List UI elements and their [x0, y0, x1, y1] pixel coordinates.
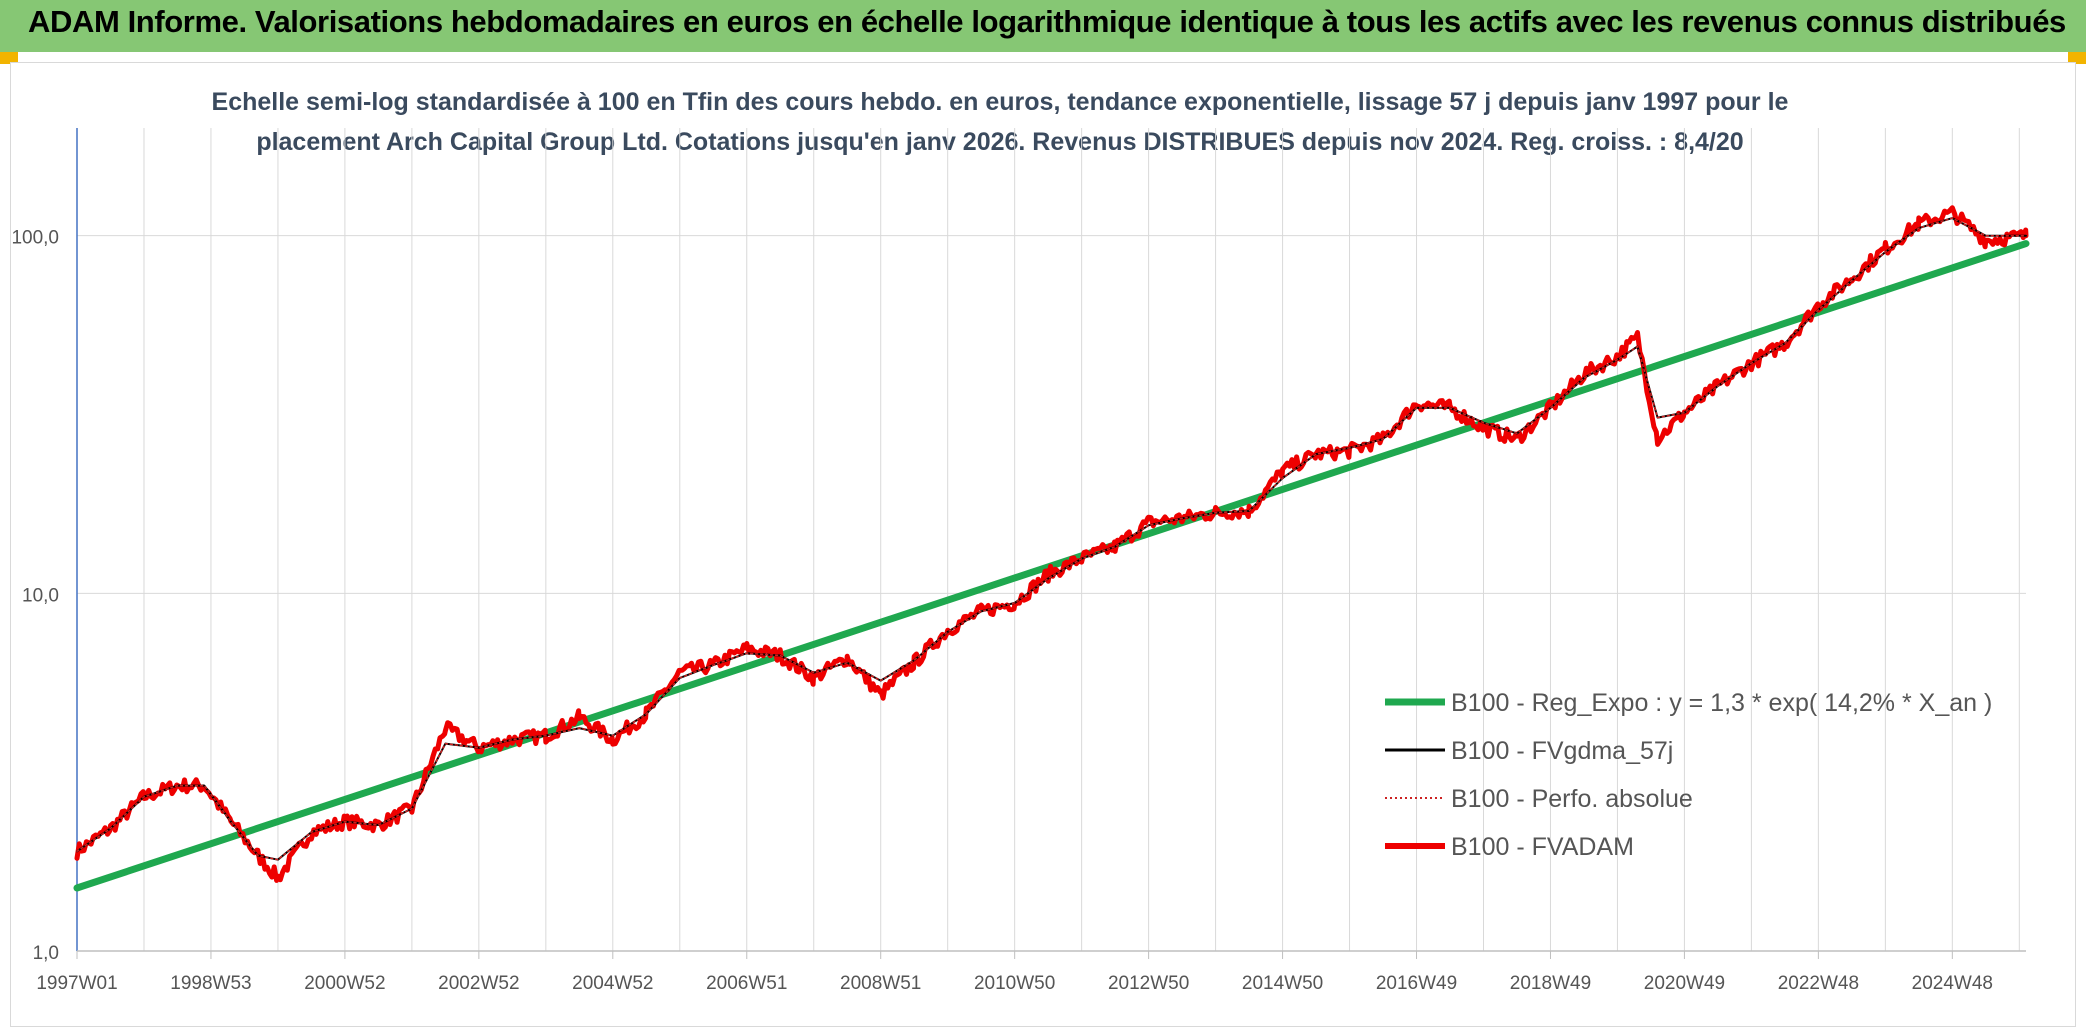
chart-legend: B100 - Reg_Expo : y = 1,3 * exp( 14,2% *… [1385, 689, 1992, 861]
header-banner: ADAM Informe. Valorisations hebdomadaire… [0, 0, 2086, 52]
series-line-2 [76, 217, 2027, 861]
chart-title-line1: Echelle semi-log standardisée à 100 en T… [211, 88, 1789, 116]
x-tick-label: 2004W52 [572, 973, 653, 994]
x-tick-label: 1997W01 [36, 973, 117, 994]
legend-label: B100 - Perfo. absolue [1451, 785, 1693, 813]
series-line-3 [76, 217, 2027, 861]
y-tick-label: 100,0 [11, 228, 59, 249]
corner-marker-right [2068, 52, 2086, 64]
x-tick-label: 2024W48 [1912, 973, 1993, 994]
x-tick-label: 2000W52 [304, 973, 385, 994]
legend-label: B100 - FVgdma_57j [1451, 737, 1673, 765]
chart-frame [10, 62, 2076, 1027]
x-tick-label: 2012W50 [1108, 973, 1189, 994]
legend-label: B100 - Reg_Expo : y = 1,3 * exp( 14,2% *… [1451, 689, 1992, 717]
x-tick-label: 2014W50 [1242, 973, 1323, 994]
x-tick-label: 2008W51 [840, 973, 921, 994]
x-tick-label: 2002W52 [438, 973, 519, 994]
x-tick-label: 2018W49 [1510, 973, 1591, 994]
legend-label: B100 - FVADAM [1451, 833, 1634, 861]
x-tick-label: 2022W48 [1778, 973, 1859, 994]
chart-axes: 1,0 10,0 100,0 1997W01 1998W53 2000W52 2002W52… [11, 128, 2026, 994]
y-tick-label: 1,0 [33, 943, 59, 964]
x-tick-label: 2010W50 [974, 973, 1055, 994]
y-tick-label: 10,0 [22, 585, 59, 606]
x-tick-label: 2020W49 [1644, 973, 1725, 994]
x-tick-label: 2016W49 [1376, 973, 1457, 994]
x-tick-label: 2006W51 [706, 973, 787, 994]
chart-series [73, 205, 2030, 892]
corner-marker-left [0, 52, 18, 64]
chart-title-line2: placement Arch Capital Group Ltd. Cotati… [256, 128, 1744, 156]
x-tick-label: 1998W53 [170, 973, 251, 994]
page-title: ADAM Informe. Valorisations hebdomadaire… [28, 4, 2066, 39]
series-line-4 [74, 205, 2029, 883]
